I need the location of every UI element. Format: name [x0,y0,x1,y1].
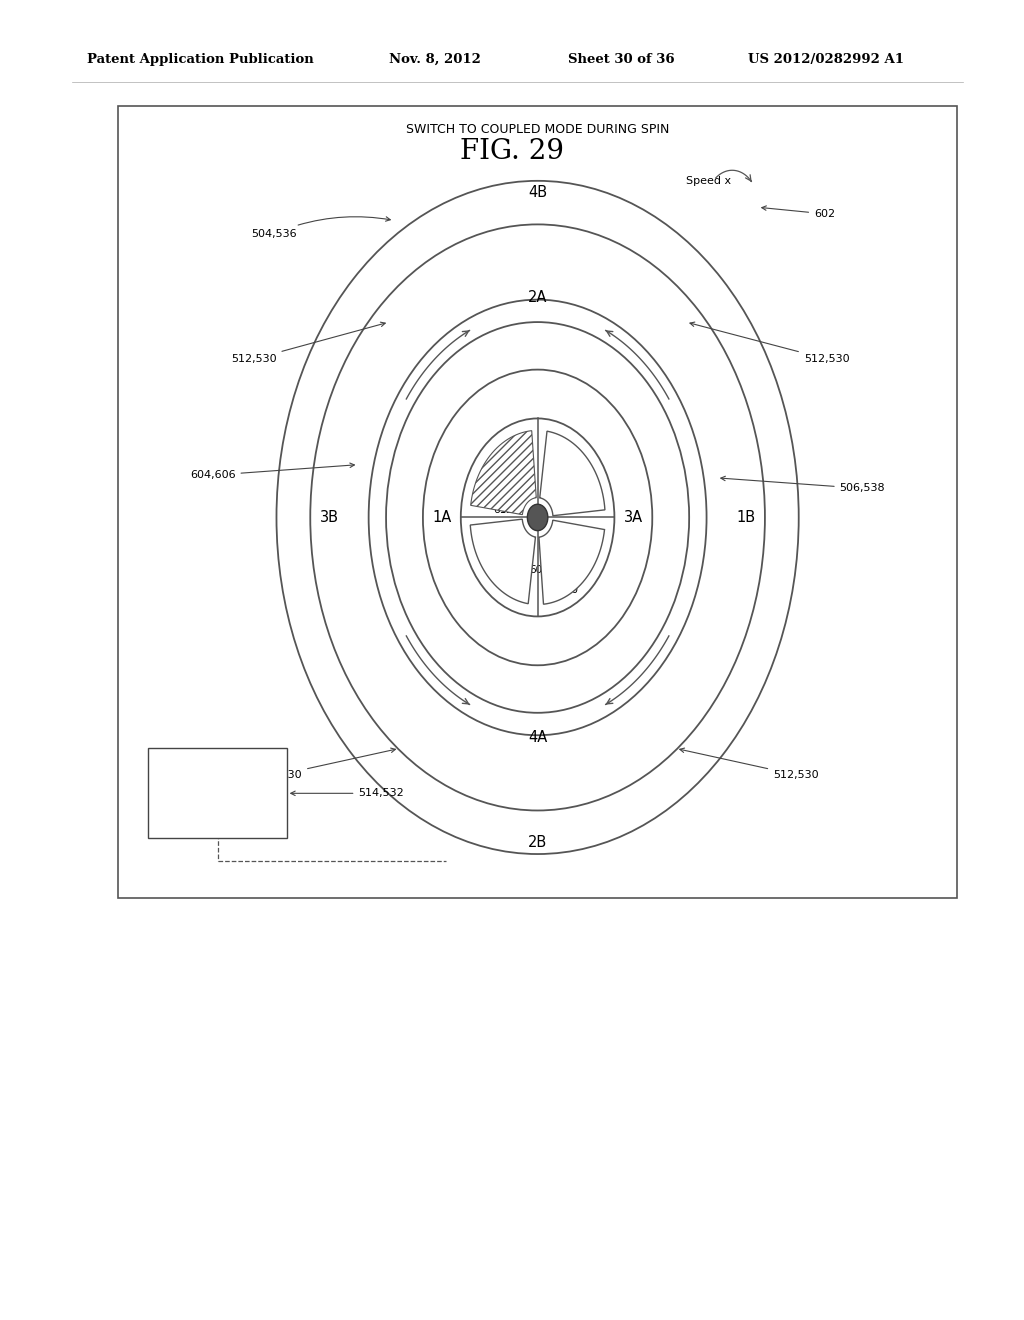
Text: ACTUATOR: ACTUATOR [185,801,250,814]
Text: 560: 560 [577,488,596,499]
Text: Patent Application Publication: Patent Application Publication [87,53,313,66]
Text: 604,606: 604,606 [189,463,354,480]
Text: 512,530: 512,530 [256,748,395,780]
Text: 4A: 4A [528,730,547,744]
Text: └610: └610 [552,585,578,595]
Text: 610: 610 [478,483,498,494]
Text: 514,532: 514,532 [291,788,404,799]
Text: 2B: 2B [528,836,547,850]
Text: COUPLER: COUPLER [190,772,245,785]
Text: 4B: 4B [528,185,547,199]
Text: 608: 608 [529,565,549,576]
Text: 506,538: 506,538 [721,477,886,494]
Text: 1A: 1A [432,510,452,525]
Text: 512,530: 512,530 [690,322,850,364]
Circle shape [527,504,548,531]
Polygon shape [470,519,536,603]
Text: 512,530: 512,530 [230,322,385,364]
Text: Nov. 8, 2012: Nov. 8, 2012 [389,53,481,66]
Bar [148,748,287,838]
Text: FIG. 29: FIG. 29 [460,139,564,165]
Text: 504,536: 504,536 [251,216,390,239]
Text: 512,530: 512,530 [680,748,819,780]
Text: 612: 612 [494,504,513,515]
Polygon shape [471,430,537,515]
Text: 602: 602 [762,206,836,219]
Bar [118,106,957,898]
Text: 1B: 1B [736,510,756,525]
Text: 3A: 3A [624,510,643,525]
Polygon shape [540,432,605,516]
Text: 3B: 3B [319,510,339,525]
Polygon shape [539,520,604,605]
Text: Sheet 30 of 36: Sheet 30 of 36 [568,53,675,66]
Text: 2A: 2A [528,290,547,305]
Text: SWITCH TO COUPLED MODE DURING SPIN: SWITCH TO COUPLED MODE DURING SPIN [406,123,670,136]
Text: US 2012/0282992 A1: US 2012/0282992 A1 [748,53,903,66]
Text: Speed x: Speed x [686,176,731,186]
